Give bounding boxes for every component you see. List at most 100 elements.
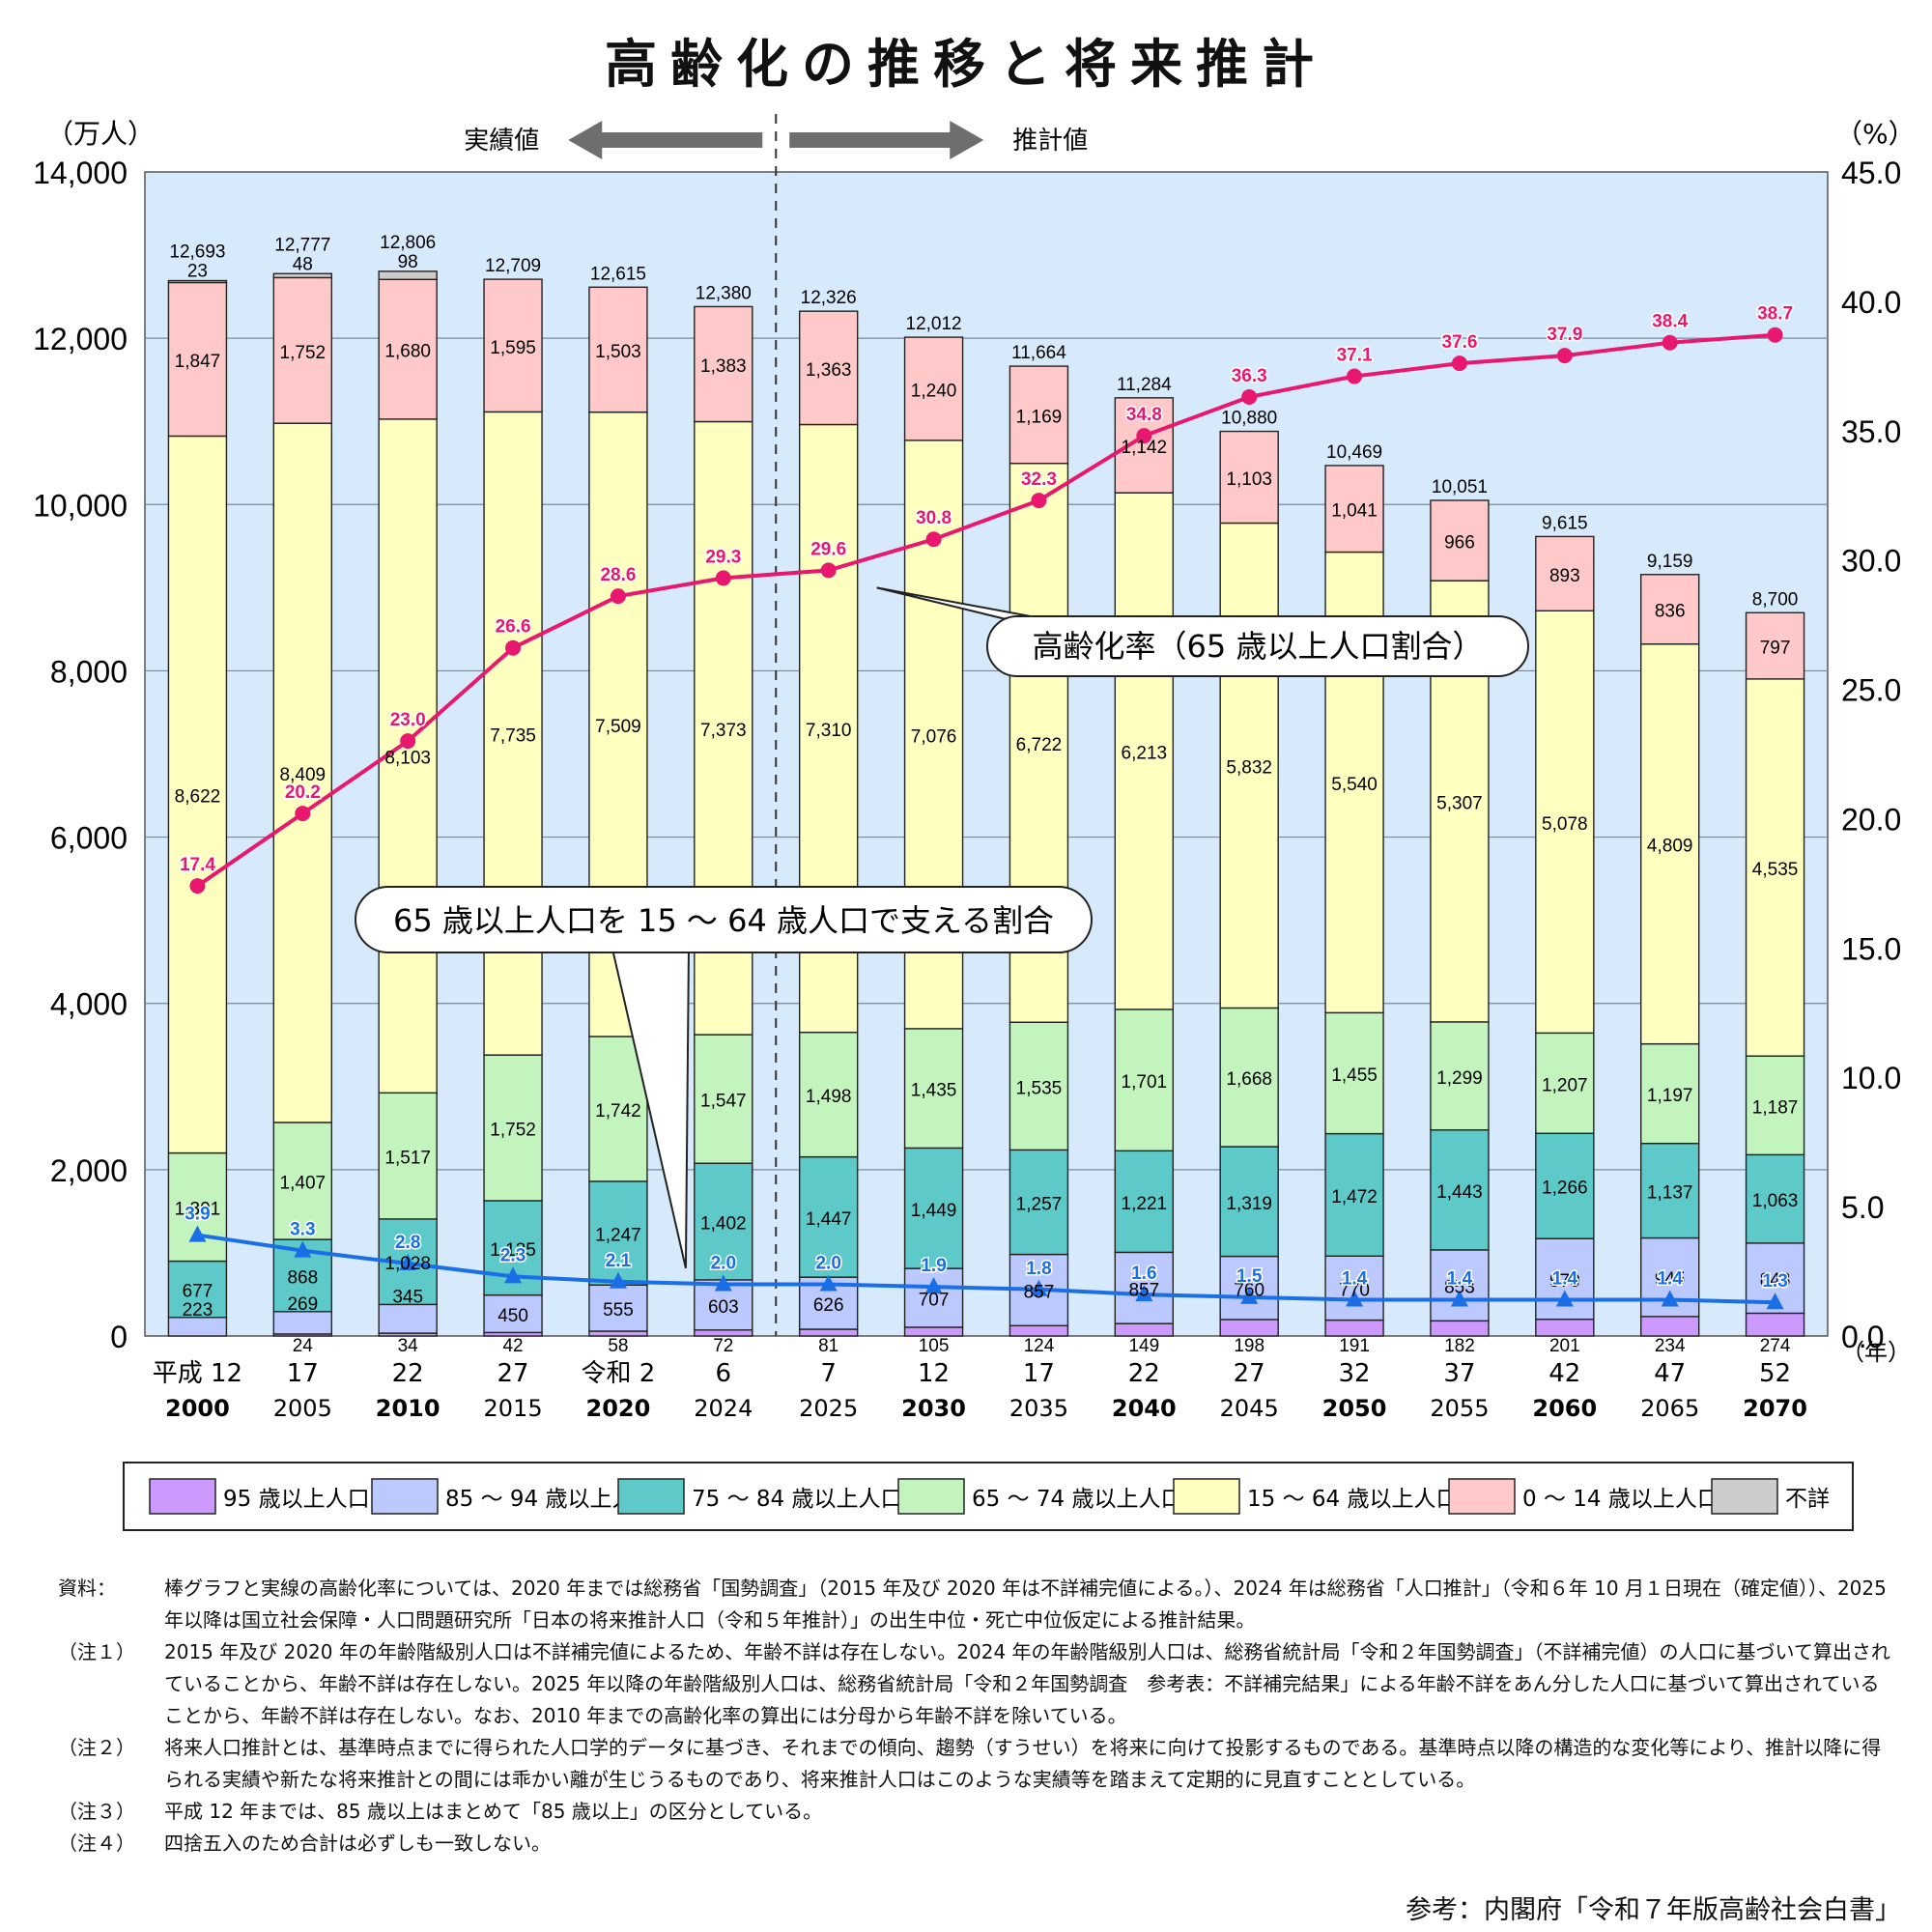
bar-total-label: 12,806 [380, 233, 436, 253]
bar-segment [1219, 1007, 1279, 1148]
bar-segment [588, 286, 648, 413]
note-key: （注１） [58, 1640, 135, 1663]
bar-value-label: 223 [183, 1300, 213, 1321]
x-era-label: 37 [1443, 1359, 1475, 1388]
bar-value-label: 8,103 [384, 749, 431, 769]
bar-value-label: 1,443 [1436, 1182, 1483, 1203]
bar-value-label: 4,535 [1752, 860, 1799, 880]
line-point [1767, 327, 1783, 343]
bar-value-label: 1,668 [1226, 1069, 1272, 1090]
line-value-label: 1.8 [1026, 1259, 1051, 1279]
legend-label: 不詳 [1785, 1487, 1830, 1512]
legend-swatch [617, 1478, 685, 1515]
bar-value-label: 770 [1339, 1280, 1370, 1300]
line-value-label: 2.1 [606, 1251, 632, 1271]
bar-value-label: 1,472 [1331, 1187, 1378, 1208]
bar-value-label: 1,266 [1542, 1179, 1588, 1199]
bar-segment [483, 1054, 543, 1202]
line-point [1555, 1290, 1574, 1307]
bar-value-label: 7,509 [595, 717, 641, 737]
bar-segment [1114, 397, 1175, 494]
chart-title: 高齢化の推移と将来推計 [605, 34, 1327, 95]
bar-segment [1324, 1255, 1384, 1321]
bar-value-label: 345 [392, 1287, 423, 1307]
x-year-label: 2060 [1532, 1395, 1597, 1422]
bar-value-label: 4,809 [1647, 837, 1693, 857]
bar-value-label: 8,622 [175, 787, 221, 808]
line-point [1766, 1293, 1784, 1310]
notes: 資料： 棒グラフと実線の高齢化率については、2020 年までは総務省「国勢調査」… [58, 1573, 1893, 1860]
note-key: （注４） [58, 1832, 135, 1855]
bar-segment [1639, 1042, 1700, 1145]
left-axis-unit: （万人） [46, 118, 155, 150]
note-text: 2015 年及び 2020 年の年齢階級別人口は不詳補完値によるため、年齢不詳は… [164, 1640, 1890, 1727]
legend-swatch [1711, 1478, 1778, 1515]
bar-value-label: 24 [293, 1336, 314, 1356]
bar-value-label: 677 [183, 1282, 213, 1302]
bar-value-label: 7,310 [806, 721, 852, 741]
bar-value-label: 1,363 [806, 360, 852, 381]
line-point [1240, 1287, 1259, 1304]
line-path [196, 332, 1776, 888]
line-point [505, 639, 522, 656]
bar-value-label: 893 [1549, 566, 1580, 586]
bar-segment [1009, 1021, 1069, 1151]
bar-value-label: 843 [1760, 1270, 1791, 1291]
bar-value-label: 5,540 [1331, 775, 1378, 795]
callout-support-ratio-text: 65 歳以上人口を 15 ～ 64 歳人口で支える割合 [393, 902, 1054, 939]
callout-aging-rate-text: 高齢化率（65 歳以上人口割合） [1033, 628, 1484, 665]
line-value-label: 30.8 [916, 508, 952, 528]
line-value-label: 17.4 [180, 855, 215, 875]
note-3: （注３） 平成 12 年までは、85 歳以上はまとめて「85 歳以上」の区分とし… [58, 1796, 1893, 1828]
legend-swatch [897, 1478, 965, 1515]
bar-value-label: 1,207 [1542, 1075, 1588, 1095]
bar-value-label: 72 [713, 1336, 733, 1356]
line-value-label: 34.8 [1126, 405, 1162, 425]
bar-value-label: 1,319 [1226, 1194, 1272, 1214]
x-year-label: 2070 [1743, 1395, 1807, 1422]
x-era-label: 27 [497, 1359, 529, 1388]
bar-segment [1745, 1153, 1805, 1244]
bar-segment [1114, 1322, 1175, 1337]
line-point [1136, 428, 1152, 444]
bar-total-label: 10,051 [1432, 477, 1488, 497]
bar-value-label: 7,076 [911, 726, 957, 747]
bar-segment [1114, 1150, 1175, 1254]
legend-swatch [1448, 1478, 1516, 1515]
right-tick-label: 25.0 [1841, 673, 1901, 708]
bar-segment [272, 276, 333, 424]
left-tick-label: 2,000 [50, 1153, 128, 1188]
line-value-label: 37.6 [1441, 332, 1477, 353]
right-tick-label: 10.0 [1841, 1061, 1901, 1095]
line-point [1556, 348, 1573, 364]
x-year-label: 2010 [376, 1395, 440, 1422]
line-point [610, 588, 626, 605]
bar-segment [1009, 365, 1069, 465]
bar-total-label: 12,380 [696, 283, 752, 303]
line-value-label: 29.3 [705, 547, 741, 567]
bar-segment [798, 1155, 859, 1278]
line-value-label: 2.8 [395, 1233, 420, 1253]
bar-value-label: 1,257 [1016, 1194, 1063, 1214]
line-point [819, 1274, 838, 1292]
note-2: （注２） 将来人口推計とは、基準時点までに得られた人口学的データに基づき、それま… [58, 1732, 1893, 1796]
bar-value-label: 1,301 [175, 1200, 221, 1220]
bar-segment [1430, 1249, 1490, 1322]
bar-segment [1219, 430, 1279, 525]
legend-label: 15 ～ 64 歳以上人口 [1247, 1487, 1458, 1512]
x-era-label: 42 [1548, 1359, 1580, 1388]
legend-swatch [1173, 1478, 1240, 1515]
bar-value-label: 1,455 [1331, 1065, 1378, 1086]
bar-value-label: 1,137 [1647, 1183, 1693, 1204]
x-era-label: 22 [1128, 1359, 1160, 1388]
x-year-label: 2050 [1322, 1395, 1387, 1422]
bar-value-label: 48 [293, 254, 313, 274]
bar-segment [1324, 465, 1384, 554]
bar-value-label: 274 [1760, 1336, 1791, 1356]
bar-segment [1639, 1316, 1700, 1337]
line-point [189, 878, 206, 895]
bar-segment [903, 1326, 964, 1337]
bar-value-label: 81 [818, 1336, 838, 1356]
bar-value-label: 6,213 [1122, 744, 1168, 764]
right-tick-label: 5.0 [1841, 1190, 1884, 1225]
